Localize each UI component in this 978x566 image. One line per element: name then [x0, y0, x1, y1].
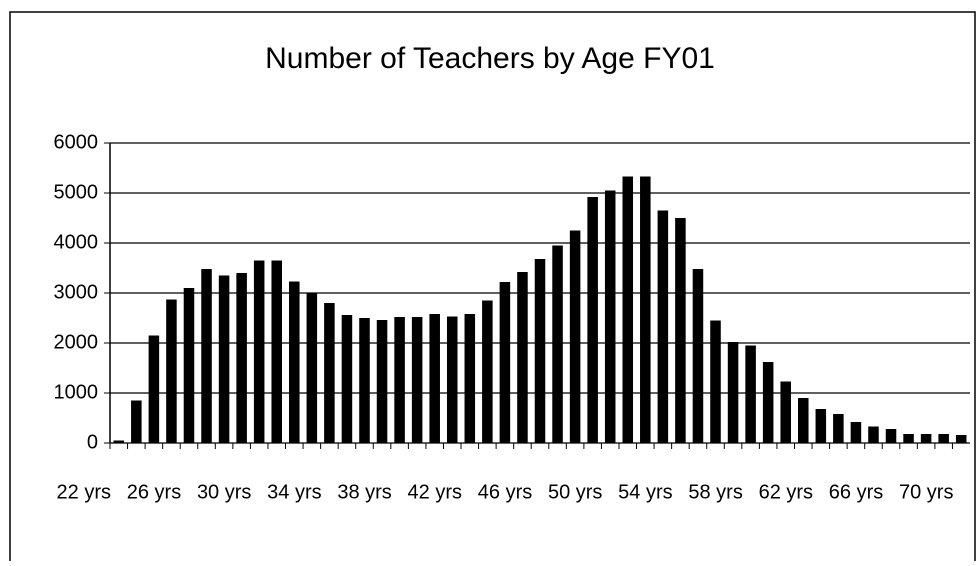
bar: [675, 218, 686, 443]
bar: [798, 398, 809, 443]
bar: [482, 300, 493, 443]
bar: [920, 434, 932, 443]
bar: [411, 317, 423, 443]
bar: [376, 320, 388, 443]
bar: [517, 272, 528, 443]
y-tick-label: 5000: [54, 181, 99, 203]
x-tick-label: 62 yrs: [759, 481, 813, 503]
x-tick-label: 34 yrs: [267, 481, 321, 503]
bar: [604, 190, 616, 443]
bar: [938, 434, 949, 443]
bar: [236, 273, 247, 443]
bar: [885, 429, 897, 443]
bar: [166, 299, 177, 443]
bar: [131, 400, 142, 443]
bar: [341, 315, 353, 443]
chart-title: Number of Teachers by Age FY01: [265, 42, 715, 75]
bar: [903, 434, 914, 443]
bar: [394, 317, 405, 443]
y-tick-label: 0: [87, 431, 98, 453]
bar: [534, 259, 546, 443]
x-tick-label: 22 yrs: [57, 481, 111, 503]
bar: [201, 269, 212, 443]
bar: [552, 245, 563, 443]
bar: [640, 176, 651, 443]
bar: [148, 335, 160, 443]
bar: [253, 260, 265, 443]
x-tick-label: 30 yrs: [197, 481, 251, 503]
bar: [727, 342, 739, 443]
bar: [850, 422, 862, 443]
bar: [955, 435, 967, 443]
bar: [306, 293, 318, 443]
x-tick-label: 70 yrs: [899, 481, 953, 503]
bar: [710, 320, 721, 443]
x-tick-label: 66 yrs: [829, 481, 883, 503]
bar: [745, 345, 756, 443]
bar: [780, 381, 791, 443]
bar: [587, 197, 598, 443]
bar: [815, 409, 827, 443]
bar: [113, 440, 125, 443]
bar: [324, 303, 335, 443]
bar: [218, 275, 230, 443]
bar: [359, 318, 370, 443]
bar: [868, 426, 879, 443]
x-tick-label: 50 yrs: [548, 481, 602, 503]
y-tick-label: 4000: [54, 231, 99, 253]
y-tick-label: 2000: [54, 331, 99, 353]
x-tick-label: 26 yrs: [127, 481, 181, 503]
bar: [657, 210, 669, 443]
bar: [833, 414, 844, 443]
x-tick-label: 46 yrs: [478, 481, 532, 503]
x-tick-label: 58 yrs: [688, 481, 742, 503]
y-tick-label: 3000: [54, 281, 99, 303]
bar: [622, 176, 634, 443]
x-tick-label: 54 yrs: [618, 481, 672, 503]
chart-frame: [9, 11, 976, 566]
bar: [183, 288, 195, 443]
y-tick-label: 6000: [54, 131, 99, 153]
x-tick-label: 38 yrs: [337, 481, 391, 503]
x-tick-label: 42 yrs: [408, 481, 462, 503]
bar: [429, 314, 440, 443]
bar: [289, 281, 300, 443]
bar: [762, 362, 774, 443]
bar: [692, 269, 704, 443]
bar: [569, 230, 581, 443]
bar: [446, 316, 458, 443]
bar: [271, 260, 282, 443]
bar: [464, 314, 476, 443]
y-tick-label: 1000: [54, 381, 99, 403]
bar: [499, 282, 511, 443]
